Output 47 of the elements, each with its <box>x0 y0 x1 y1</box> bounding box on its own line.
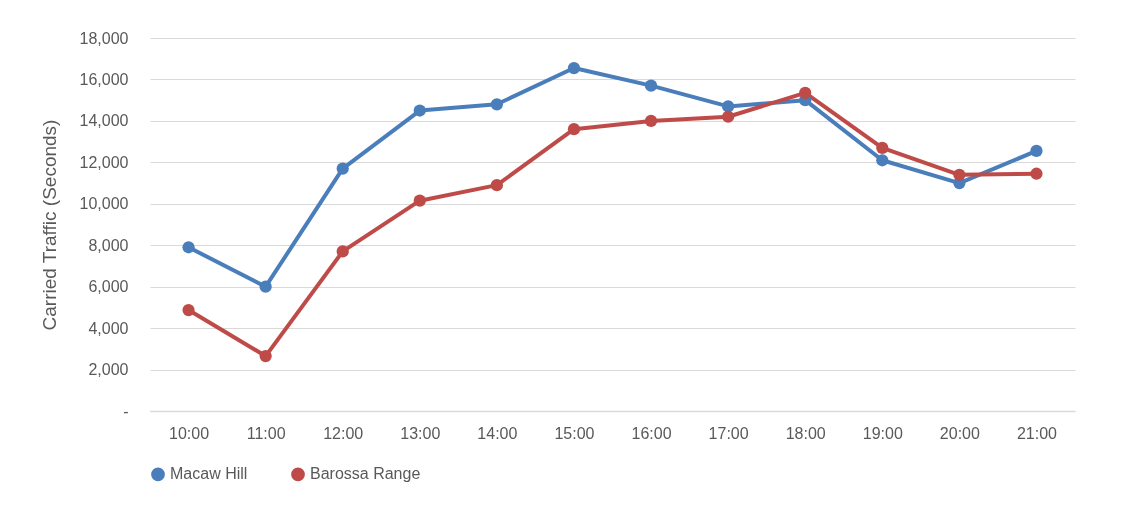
y-tick-label: - <box>123 402 129 420</box>
x-tick-label: 14:00 <box>477 424 518 442</box>
x-tick-label: 18:00 <box>785 424 826 442</box>
y-tick-label: 14,000 <box>79 112 129 130</box>
x-tick-label: 21:00 <box>1016 424 1058 442</box>
point <box>413 104 426 117</box>
point <box>644 114 658 127</box>
x-tick-label: 19:00 <box>862 424 903 442</box>
point <box>336 162 349 175</box>
point <box>413 194 426 207</box>
x-tick-label: 15:00 <box>554 424 595 442</box>
point <box>259 349 272 363</box>
x-tick-label: 16:00 <box>631 424 672 442</box>
legend-label: Macaw Hill <box>170 465 248 483</box>
point <box>182 241 195 254</box>
point <box>799 86 812 100</box>
x-tick-label: 10:00 <box>169 424 210 442</box>
y-axis-title: Carried Traffic (Seconds) <box>38 119 60 331</box>
x-tick-label: 11:00 <box>246 424 286 442</box>
point <box>567 61 581 75</box>
y-tick-label: 18,000 <box>79 29 129 47</box>
legend-label: Barossa Range <box>310 465 421 483</box>
y-tick-label: 6,000 <box>88 278 129 296</box>
point <box>953 168 966 181</box>
point <box>876 154 889 167</box>
point <box>644 79 658 92</box>
y-tick-label: 16,000 <box>79 70 129 88</box>
y-tick-label: 12,000 <box>79 153 129 171</box>
point <box>490 179 503 192</box>
point <box>1030 144 1043 158</box>
point <box>182 303 195 317</box>
y-tick-label: 10,000 <box>79 195 129 213</box>
point <box>336 245 349 258</box>
x-tick-label: 13:00 <box>400 424 441 442</box>
point <box>722 110 735 123</box>
x-tick-label: 12:00 <box>323 424 364 442</box>
y-tick-label: 2,000 <box>88 361 129 379</box>
point <box>490 98 503 111</box>
point <box>876 141 889 154</box>
point <box>567 123 581 136</box>
y-tick-label: 4,000 <box>88 319 129 337</box>
point <box>722 100 735 113</box>
x-tick-label: 17:00 <box>708 424 749 442</box>
point <box>1030 167 1043 180</box>
y-tick-label: 8,000 <box>88 236 129 254</box>
x-tick-label: 20:00 <box>939 424 980 442</box>
point <box>259 280 272 293</box>
